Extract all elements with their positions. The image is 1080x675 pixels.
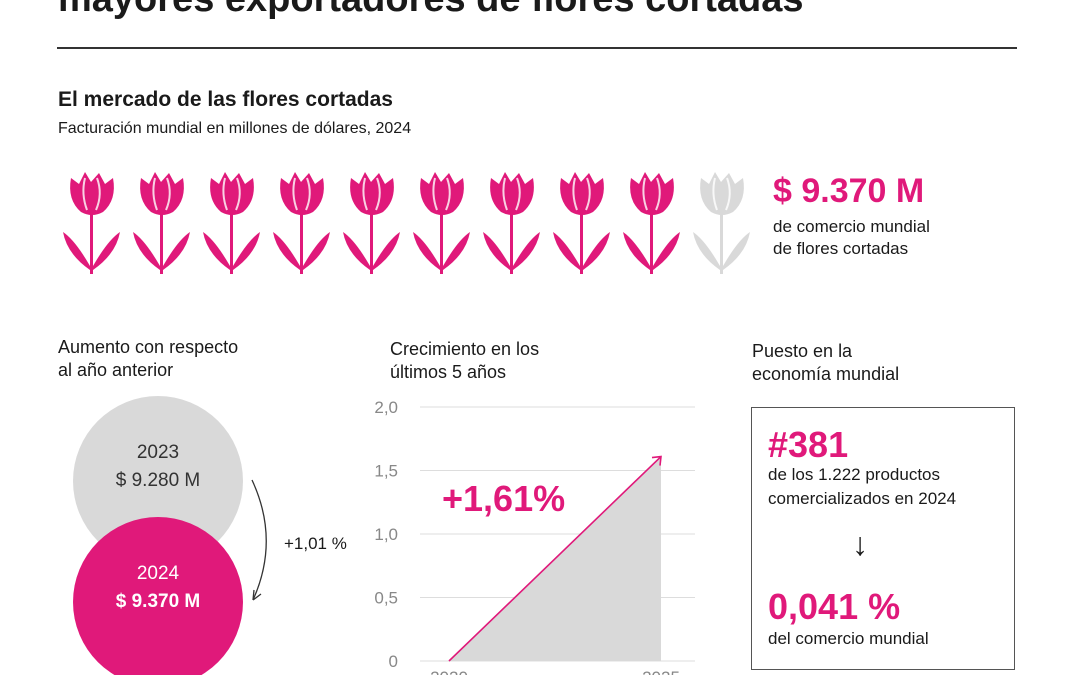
rank-heading-1: Puesto en la [752, 341, 853, 361]
rank-heading-2: economía mundial [752, 364, 900, 384]
y-tick-label: 0,5 [374, 589, 398, 608]
x-tick-label: 2020 [430, 668, 468, 675]
y-tick-label: 1,5 [374, 462, 398, 481]
tulip-icon [693, 172, 750, 274]
rank-share-label: del comercio mundial [768, 629, 929, 648]
rank-share: 0,041 % [768, 586, 901, 627]
y-tick-label: 0 [389, 652, 398, 671]
tulip-icon [133, 172, 190, 274]
rank-position: #381 [768, 424, 849, 465]
total-value: $ 9.370 M [773, 172, 925, 210]
y-tick-label: 2,0 [374, 398, 398, 417]
total-label-1: de comercio mundial [773, 217, 930, 236]
section-heading: El mercado de las flores cortadas [58, 88, 393, 111]
tulip-icon [413, 172, 470, 274]
section-subheading: Facturación mundial en millones de dólar… [58, 120, 412, 137]
total-label-2: de flores cortadas [773, 239, 909, 258]
rank-box: #381 de los 1.222 productos comercializa… [751, 407, 1015, 670]
increase-change: +1,01 % [284, 534, 347, 553]
tulip-icon [203, 172, 260, 274]
tulip-icon [63, 172, 120, 274]
divider [57, 47, 1017, 49]
circle-2024: 2024 $ 9.370 M [73, 517, 243, 675]
tulip-icon [553, 172, 610, 274]
tulip-pictogram [63, 172, 750, 274]
growth-chart: 0 0,5 1,0 1,5 2,0 2020 2025 [374, 398, 695, 675]
curved-arrow-icon [251, 479, 267, 601]
x-tick-label: 2025 [642, 668, 680, 675]
tulip-icon [623, 172, 680, 274]
curr-year: 2024 [136, 563, 180, 584]
chart-title-2: últimos 5 años [390, 362, 507, 382]
down-arrow-icon: ↓ [852, 526, 868, 562]
tulip-icon [483, 172, 540, 274]
arrowhead-icon [651, 455, 662, 466]
tulip-icon [343, 172, 400, 274]
tulip-icon [273, 172, 330, 274]
page-title: mayores exportadores de flores cortadas [58, 0, 804, 21]
chart-title-1: Crecimiento en los [390, 339, 540, 359]
prev-value: $ 9.280 M [115, 470, 201, 491]
prev-year: 2023 [136, 442, 180, 463]
chart-annotation: +1,61% [442, 478, 566, 519]
rank-desc-1: de los 1.222 productos [768, 465, 941, 484]
increase-heading-2: al año anterior [58, 360, 174, 380]
curr-value: $ 9.370 M [115, 591, 201, 612]
y-tick-label: 1,0 [374, 525, 398, 544]
increase-heading-1: Aumento con respecto [58, 337, 239, 357]
series-line [448, 455, 662, 662]
rank-desc-2: comercializados en 2024 [768, 489, 957, 508]
